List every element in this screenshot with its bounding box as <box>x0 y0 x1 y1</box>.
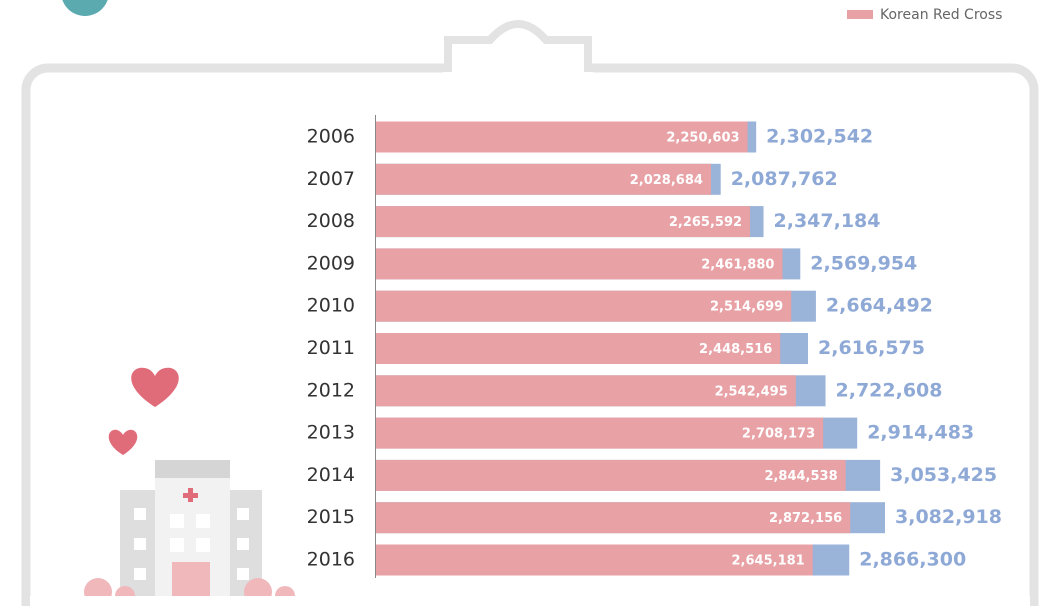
bar <box>376 375 796 407</box>
total-label: 3,053,425 <box>890 464 997 486</box>
legend-swatch <box>847 10 873 19</box>
bar <box>376 163 711 195</box>
y-tick-label: 2006 <box>307 126 355 148</box>
value-label: 2,461,880 <box>701 257 774 272</box>
value-label: 2,265,592 <box>669 215 742 230</box>
y-tick-label: 2014 <box>307 464 355 486</box>
bar <box>376 333 781 364</box>
clip-gap <box>443 72 593 86</box>
y-tick-label: 2011 <box>307 337 355 359</box>
total-label: 2,616,575 <box>818 337 925 359</box>
value-label: 2,645,181 <box>732 554 805 569</box>
card-bottom <box>30 596 1030 606</box>
total-label: 3,082,918 <box>895 506 1002 528</box>
value-label: 2,028,684 <box>630 173 703 188</box>
bar <box>376 248 783 280</box>
value-label: 2,514,699 <box>710 300 783 315</box>
illustration <box>84 367 295 606</box>
bar <box>376 544 813 576</box>
value-label: 2,844,538 <box>764 469 837 484</box>
y-tick-label: 2009 <box>307 252 355 274</box>
y-tick-label: 2015 <box>307 506 355 528</box>
total-label: 2,866,300 <box>859 549 966 571</box>
value-label: 2,542,495 <box>715 384 788 399</box>
value-label: 2,250,603 <box>666 131 739 146</box>
total-label: 2,087,762 <box>731 168 838 190</box>
total-label: 2,347,184 <box>774 210 881 232</box>
bar <box>376 206 751 238</box>
y-tick-label: 2010 <box>307 295 355 317</box>
total-label: 2,914,483 <box>867 422 974 444</box>
value-label: 2,872,156 <box>769 511 842 526</box>
bar <box>376 121 748 153</box>
value-label: 2,708,173 <box>742 427 815 442</box>
y-tick-label: 2012 <box>307 379 355 401</box>
y-tick-label: 2013 <box>307 422 355 444</box>
clip <box>444 20 592 84</box>
y-tick-label: 2016 <box>307 549 355 571</box>
bar <box>376 459 846 491</box>
badge <box>62 0 108 16</box>
bar <box>376 417 824 449</box>
bar <box>376 290 792 322</box>
total-label: 2,722,608 <box>836 379 943 401</box>
y-tick-label: 2007 <box>307 168 355 190</box>
total-label: 2,664,492 <box>826 295 933 317</box>
total-label: 2,302,542 <box>766 126 873 148</box>
value-label: 2,448,516 <box>699 342 772 357</box>
bar <box>376 502 851 534</box>
total-label: 2,569,954 <box>810 252 917 274</box>
legend-label: Korean Red Cross <box>880 7 1002 23</box>
y-tick-label: 2008 <box>307 210 355 232</box>
